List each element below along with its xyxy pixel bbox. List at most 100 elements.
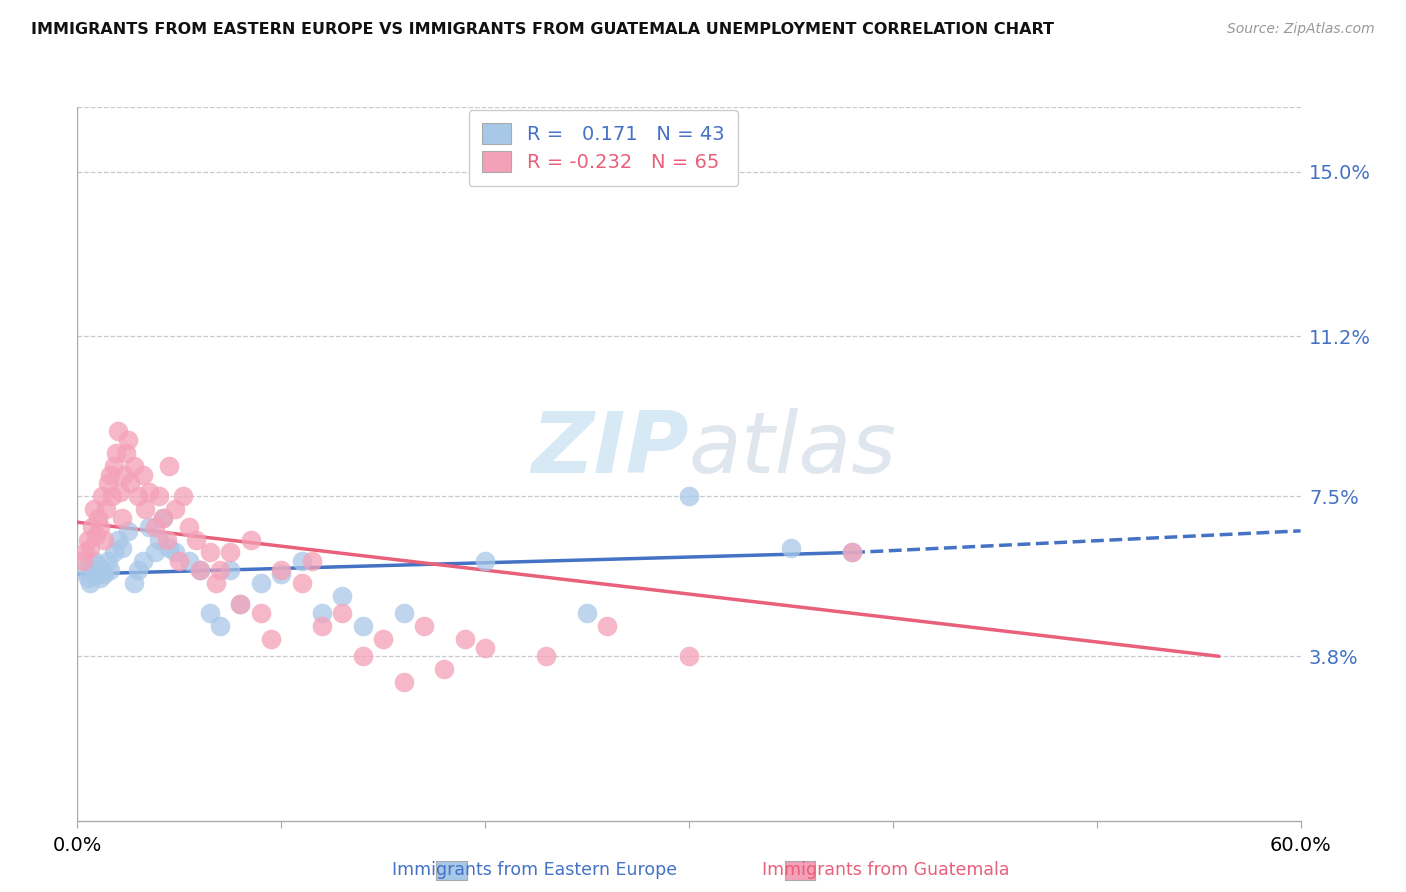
- Point: [169, 554, 191, 568]
- Point: [84, 567, 107, 582]
- Point: [112, 467, 135, 482]
- Point: [371, 632, 394, 646]
- Point: [239, 533, 262, 547]
- Text: Source: ZipAtlas.com: Source: ZipAtlas.com: [1227, 22, 1375, 37]
- Point: [105, 446, 128, 460]
- Point: [128, 563, 150, 577]
- Point: [179, 519, 201, 533]
- Point: [89, 519, 111, 533]
- Point: [93, 567, 115, 582]
- Point: [291, 554, 314, 568]
- Point: [75, 545, 97, 559]
- Point: [76, 571, 98, 585]
- Point: [124, 458, 146, 473]
- Point: [392, 675, 415, 690]
- Point: [89, 571, 111, 585]
- Point: [128, 489, 150, 503]
- Point: [134, 502, 156, 516]
- Point: [596, 619, 619, 633]
- Point: [111, 511, 134, 525]
- Point: [80, 563, 103, 577]
- Point: [454, 632, 477, 646]
- Point: [841, 545, 863, 559]
- Point: [301, 554, 323, 568]
- Point: [124, 575, 146, 590]
- Point: [311, 606, 333, 620]
- Point: [205, 575, 228, 590]
- Point: [198, 606, 221, 620]
- Point: [291, 575, 314, 590]
- Point: [157, 458, 180, 473]
- Point: [107, 425, 129, 439]
- Legend: R =   0.171   N = 43, R = -0.232   N = 65: R = 0.171 N = 43, R = -0.232 N = 65: [468, 110, 738, 186]
- Point: [138, 519, 160, 533]
- Point: [413, 619, 436, 633]
- Point: [152, 511, 174, 525]
- Point: [143, 545, 166, 559]
- Point: [87, 511, 110, 525]
- Text: Immigrants from Guatemala: Immigrants from Guatemala: [762, 861, 1010, 879]
- Point: [97, 554, 120, 568]
- Point: [270, 567, 292, 582]
- Point: [474, 640, 496, 655]
- Point: [84, 528, 107, 542]
- Point: [94, 502, 117, 516]
- Point: [72, 563, 94, 577]
- Point: [536, 649, 558, 664]
- Point: [103, 458, 125, 473]
- Text: atlas: atlas: [689, 408, 897, 491]
- Text: IMMIGRANTS FROM EASTERN EUROPE VS IMMIGRANTS FROM GUATEMALA UNEMPLOYMENT CORRELA: IMMIGRANTS FROM EASTERN EUROPE VS IMMIGR…: [31, 22, 1054, 37]
- Point: [156, 533, 179, 547]
- Point: [117, 524, 139, 538]
- Point: [98, 467, 121, 482]
- Point: [209, 619, 232, 633]
- Point: [229, 598, 252, 612]
- Point: [90, 563, 112, 577]
- Point: [138, 485, 160, 500]
- Point: [841, 545, 863, 559]
- Point: [157, 541, 180, 556]
- Point: [188, 563, 211, 577]
- Point: [332, 589, 354, 603]
- Point: [103, 545, 125, 559]
- Point: [250, 606, 273, 620]
- Point: [209, 563, 232, 577]
- Point: [98, 563, 121, 577]
- Point: [172, 489, 194, 503]
- Point: [352, 649, 374, 664]
- Point: [152, 511, 174, 525]
- Point: [76, 533, 98, 547]
- Point: [83, 554, 105, 568]
- Point: [332, 606, 354, 620]
- Point: [90, 489, 112, 503]
- Point: [87, 558, 110, 573]
- Point: [576, 606, 599, 620]
- Point: [101, 489, 124, 503]
- Point: [115, 446, 138, 460]
- Point: [433, 662, 456, 676]
- Text: ZIP: ZIP: [531, 408, 689, 491]
- Point: [780, 541, 803, 556]
- Point: [117, 433, 139, 447]
- Point: [392, 606, 415, 620]
- Point: [72, 554, 94, 568]
- Text: Immigrants from Eastern Europe: Immigrants from Eastern Europe: [392, 861, 676, 879]
- Point: [165, 545, 187, 559]
- Point: [219, 545, 242, 559]
- Point: [97, 476, 120, 491]
- Point: [93, 533, 115, 547]
- Point: [229, 598, 252, 612]
- Point: [120, 476, 142, 491]
- Point: [474, 554, 496, 568]
- Point: [188, 563, 211, 577]
- Point: [219, 563, 242, 577]
- Point: [148, 533, 170, 547]
- Point: [270, 563, 292, 577]
- Point: [198, 545, 221, 559]
- Point: [165, 502, 187, 516]
- Point: [111, 541, 134, 556]
- Point: [79, 575, 101, 590]
- Point: [131, 554, 153, 568]
- Point: [83, 502, 105, 516]
- Point: [250, 575, 273, 590]
